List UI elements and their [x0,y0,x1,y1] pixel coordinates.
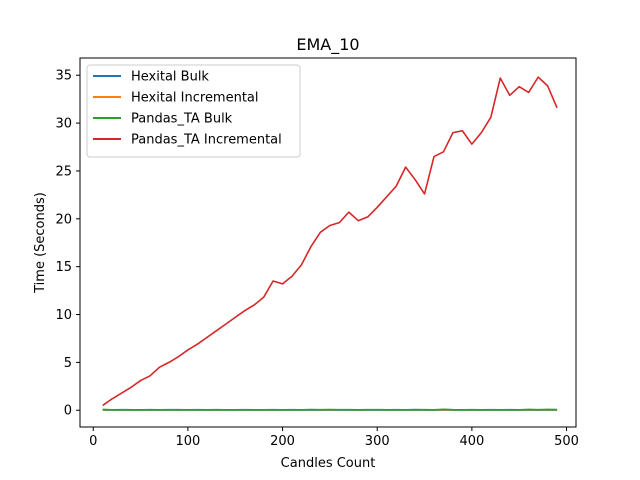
y-tick-label-4: 20 [55,212,72,227]
x-axis: 0 100 200 300 400 500 [89,427,579,449]
legend-label-2: Pandas_TA Bulk [131,112,233,127]
plot-frame [79,57,577,428]
x-tick-label-3: 300 [365,434,390,449]
y-tick-label-2: 10 [55,308,72,323]
series-line-3 [102,76,558,407]
y-tick-label-5: 25 [55,164,72,179]
y-tick-label-3: 15 [55,260,72,275]
y-tick-label-7: 35 [55,69,72,84]
x-axis-label: Candles Count [281,456,376,471]
legend-box [86,64,301,158]
y-tick-label-1: 5 [64,356,72,371]
y-axis-label: Time (Seconds) [33,192,48,294]
legend-label-3: Pandas_TA Incremental [131,133,282,148]
legend-label-1: Hexital Incremental [131,91,259,106]
x-tick-label-1: 100 [175,434,200,449]
x-tick-label-0: 0 [89,434,97,449]
legend-label-0: Hexital Bulk [131,70,209,85]
x-tick-label-5: 500 [554,434,579,449]
chart-title: EMA_10 [296,35,359,55]
y-axis: 0 5 10 15 20 25 30 35 [55,69,80,419]
legend: Hexital Bulk Hexital Incremental Pandas_TA… [86,64,301,158]
x-tick-label-4: 400 [459,434,484,449]
y-tick-label-6: 30 [55,117,72,132]
x-tick-label-2: 200 [270,434,295,449]
plot-area [102,76,558,411]
y-tick-label-0: 0 [64,404,72,419]
